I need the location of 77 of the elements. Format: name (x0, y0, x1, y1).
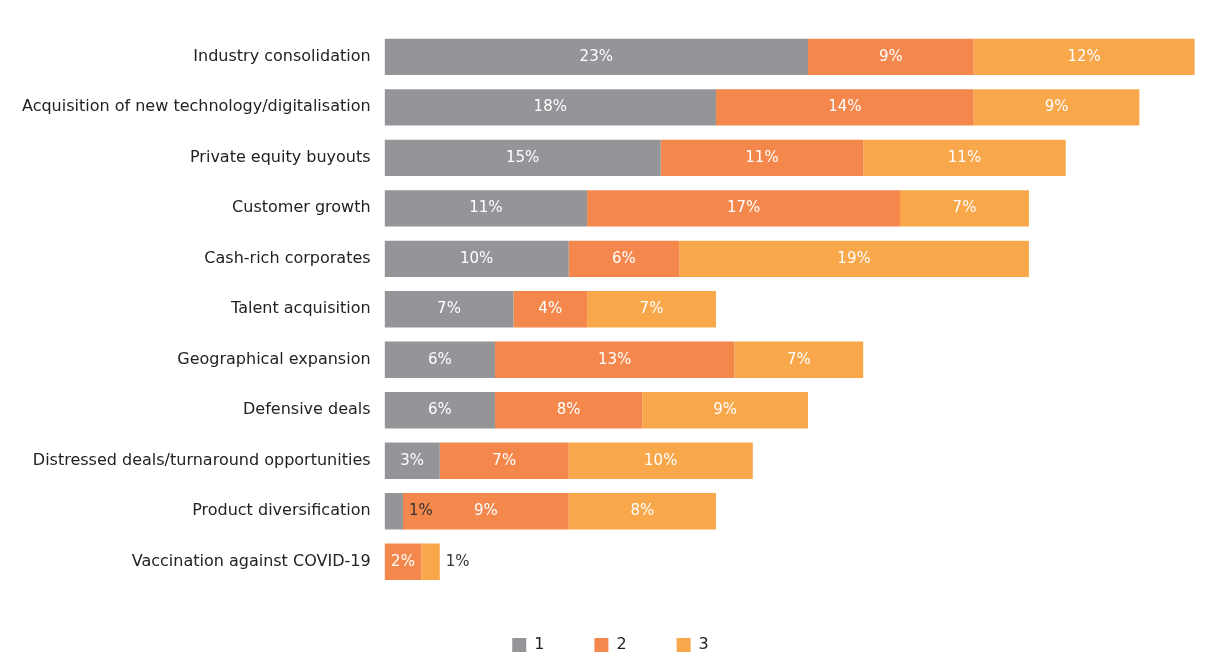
bar (863, 139, 1066, 176)
data-label: 11% (947, 147, 982, 166)
data-label: 4% (538, 299, 563, 318)
data-label: 17% (726, 198, 761, 217)
data-label: 1% (445, 551, 470, 570)
data-label: 15% (505, 147, 540, 166)
data-label: 8% (556, 400, 581, 419)
y-tick-label: Distressed deals/turnaround opportunities (32, 449, 371, 469)
legend-label: 2 (616, 634, 627, 654)
bar (568, 240, 680, 277)
bar (439, 442, 569, 479)
y-tick-label: Acquisition of new technology/digitalisation (22, 96, 371, 116)
data-label: 9% (473, 501, 498, 520)
data-label: 10% (459, 248, 494, 267)
y-tick-label: Cash-rich corporates (204, 247, 371, 267)
data-label: 1% (408, 501, 433, 520)
data-label: 7% (952, 198, 977, 217)
data-label: 3% (400, 450, 425, 469)
data-label: 12% (1067, 46, 1101, 65)
bar (384, 341, 496, 378)
data-label: 6% (612, 248, 636, 267)
data-label: 13% (598, 349, 632, 368)
y-tick-label: Geographical expansion (177, 348, 371, 368)
data-label: 9% (1044, 97, 1069, 116)
data-label: 6% (427, 349, 452, 368)
data-label: 7% (437, 299, 461, 318)
y-tick-label: Talent acquisition (230, 298, 371, 318)
bar (973, 38, 1195, 76)
data-label: 11% (469, 198, 503, 217)
bar (384, 190, 588, 227)
y-tick-label: Product diversification (192, 500, 371, 520)
y-tick-label: Industry consolidation (193, 46, 371, 65)
bar (973, 89, 1140, 126)
data-label: 7% (492, 450, 517, 469)
bar (384, 240, 569, 277)
bar (495, 341, 735, 378)
bar (587, 291, 716, 328)
bar (807, 38, 974, 76)
bar (568, 442, 753, 479)
bar (900, 190, 1029, 227)
y-tick-label: Customer growth (232, 197, 371, 217)
bar (384, 139, 661, 176)
y-tick-label: Defensive deals (243, 399, 371, 419)
bar (384, 442, 440, 479)
bar (495, 392, 643, 429)
bar (384, 89, 716, 126)
data-label: 6% (427, 400, 452, 419)
y-tick-label: Vaccination against COVID-19 (131, 550, 371, 570)
bar (660, 139, 864, 176)
data-label: 9% (713, 400, 738, 419)
bar (715, 89, 974, 126)
bar (734, 341, 864, 378)
bar (642, 392, 808, 429)
data-label: 11% (745, 147, 779, 166)
bar (402, 493, 569, 530)
data-label: 14% (828, 97, 862, 116)
data-label: 7% (639, 299, 664, 318)
data-label: 18% (533, 97, 567, 116)
legend-label: 3 (698, 634, 709, 654)
data-label: 7% (786, 349, 811, 368)
bar (384, 291, 514, 328)
bar (513, 291, 588, 328)
bar (568, 493, 716, 530)
data-label: 10% (644, 450, 678, 469)
bar (679, 240, 1029, 277)
y-tick-label: Private equity buyouts (189, 146, 371, 166)
data-label: 2% (391, 551, 415, 570)
bar (587, 190, 901, 227)
data-label: 8% (630, 501, 655, 520)
bar (384, 38, 808, 76)
data-label: 19% (837, 248, 871, 267)
bar (384, 493, 403, 530)
data-label: 9% (878, 46, 903, 65)
data-label: 23% (579, 46, 613, 65)
legend-label: 1 (534, 634, 545, 654)
bar (421, 543, 440, 580)
bar (384, 392, 496, 429)
